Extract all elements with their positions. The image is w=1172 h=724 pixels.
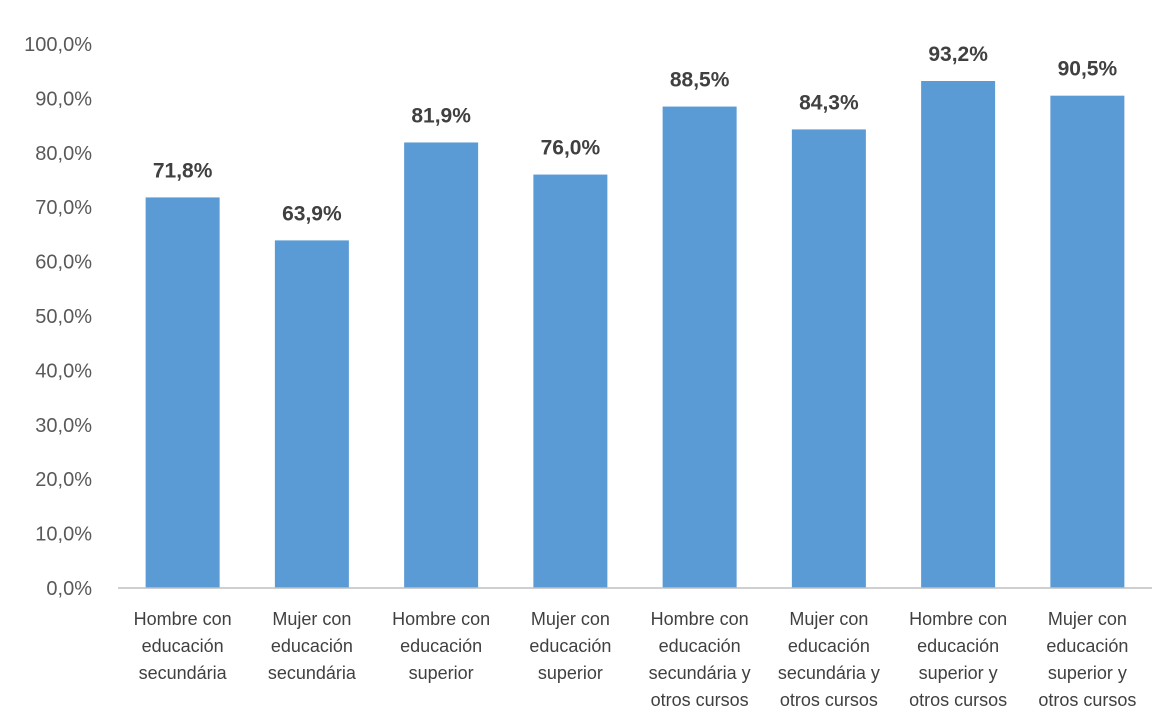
bar [145, 197, 220, 588]
bar [274, 240, 349, 588]
y-tick-label: 100,0% [24, 34, 92, 56]
bar [791, 129, 866, 588]
bar [404, 142, 479, 589]
x-category-label: Mujer con educación superior y otros cursos [1038, 609, 1136, 710]
y-tick-label: 0,0% [46, 578, 92, 600]
data-label: 93,2% [928, 43, 988, 66]
y-axis: 0,0% 10,0% 20,0% 30,0% 40,0% 50,0% 60,0% 70,0% 8… [24, 34, 92, 600]
data-label: 71,8% [153, 159, 213, 182]
data-label: 84,3% [799, 91, 859, 114]
x-category-label: Mujer con educación secundária y otros curs… [778, 609, 880, 710]
x-axis: Hombre con educación secundária Mujer con ed… [134, 609, 1137, 710]
bars [145, 80, 1125, 589]
data-label: 76,0% [541, 137, 601, 160]
y-tick-label: 90,0% [35, 88, 92, 110]
x-category-label: Hombre con educación secundária y otros cur… [649, 609, 751, 710]
y-tick-label: 10,0% [35, 524, 92, 546]
x-category-label: Hombre con educación superior y otros curso… [909, 609, 1007, 710]
bar [533, 174, 608, 588]
y-tick-label: 80,0% [35, 143, 92, 165]
x-category-label: Hombre con educación secundária [134, 609, 232, 683]
x-category-label: Mujer con educación superior [529, 609, 611, 683]
y-tick-label: 70,0% [35, 197, 92, 219]
data-labels: 71,8% 63,9% 81,9% 76,0% 88,5% 84,3% 93,2% 90,5% [153, 43, 1118, 225]
y-tick-label: 30,0% [35, 415, 92, 437]
y-tick-label: 60,0% [35, 252, 92, 274]
bar [921, 80, 996, 588]
bar [662, 106, 737, 588]
data-label: 88,5% [670, 69, 730, 92]
bar [1050, 95, 1125, 589]
data-label: 90,5% [1058, 58, 1118, 81]
y-tick-label: 50,0% [35, 306, 92, 328]
x-category-label: Mujer con educación secundária [268, 609, 357, 683]
y-tick-label: 20,0% [35, 469, 92, 491]
y-tick-label: 40,0% [35, 360, 92, 382]
x-category-label: Hombre con educación superior [392, 609, 490, 683]
data-label: 63,9% [282, 202, 342, 225]
data-label: 81,9% [411, 104, 471, 127]
